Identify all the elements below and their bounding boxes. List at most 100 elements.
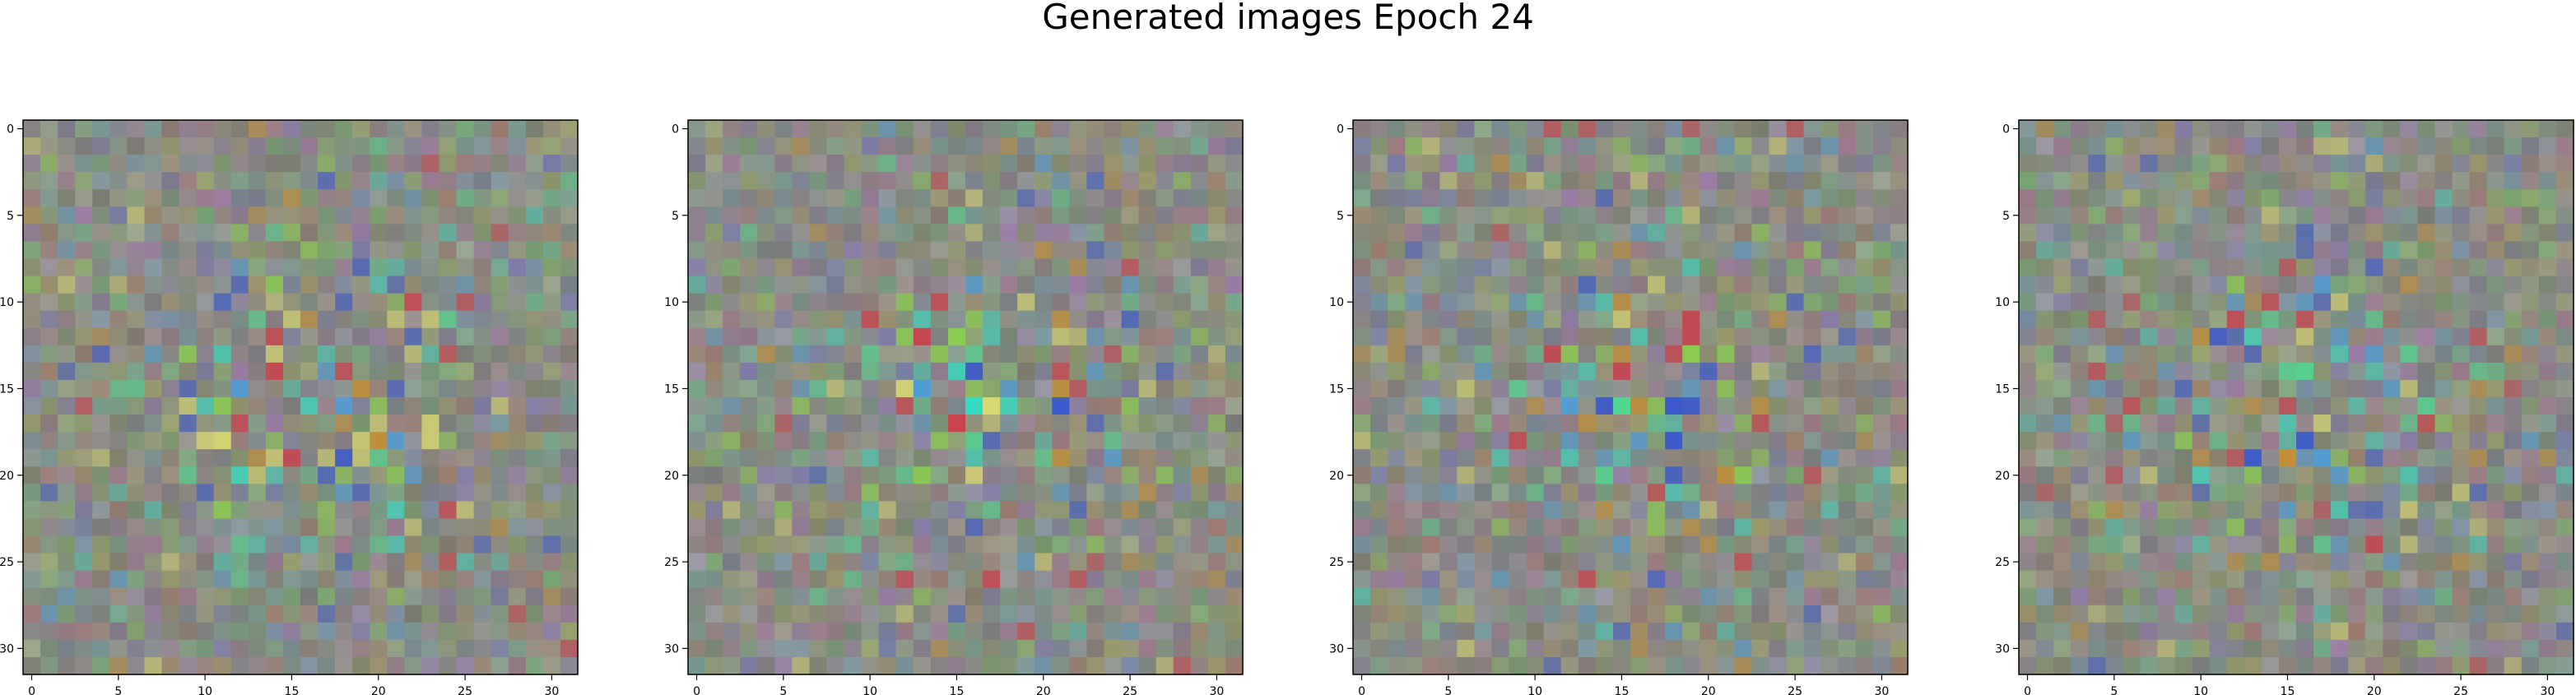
image-pixel <box>335 345 353 364</box>
image-pixel <box>560 172 579 190</box>
image-pixel <box>878 466 897 484</box>
image-pixel <box>2261 397 2280 415</box>
image-pixel <box>1121 137 1140 155</box>
image-pixel <box>1872 137 1891 155</box>
image-pixel <box>1353 553 1371 572</box>
image-pixel <box>1700 379 1718 398</box>
image-pixel <box>23 570 41 589</box>
image-pixel <box>1069 379 1088 398</box>
image-pixel <box>1717 206 1735 225</box>
image-pixel <box>861 397 880 415</box>
image-pixel <box>2296 570 2314 589</box>
image-pixel <box>456 535 475 554</box>
image-pixel <box>1890 189 1909 207</box>
image-pixel <box>439 553 458 572</box>
image-pixel <box>844 345 863 364</box>
image-pixel <box>1838 172 1857 190</box>
image-pixel <box>1017 189 1035 207</box>
image-pixel <box>1104 206 1123 225</box>
image-pixel <box>179 570 198 589</box>
image-pixel <box>1509 120 1527 138</box>
image-pixel <box>1190 327 1209 346</box>
image-pixel <box>196 397 215 415</box>
image-pixel <box>491 518 509 537</box>
image-pixel <box>1769 155 1788 173</box>
image-pixel <box>2071 137 2089 155</box>
image-pixel <box>2452 622 2471 641</box>
image-pixel <box>1700 137 1718 155</box>
image-pixel <box>1560 379 1579 398</box>
image-pixel <box>2365 449 2383 467</box>
image-pixel <box>1543 656 1562 675</box>
image-pixel <box>1457 501 1476 520</box>
image-pixel <box>1155 379 1174 398</box>
image-pixel <box>1612 415 1631 433</box>
image-pixel <box>2348 293 2366 312</box>
image-pixel <box>740 172 758 190</box>
image-pixel <box>248 656 267 675</box>
image-pixel <box>2331 397 2349 415</box>
image-pixel <box>2486 155 2505 173</box>
x-tick-label: 15 <box>1615 685 1630 695</box>
y-tick-label: 15 <box>1329 382 1344 396</box>
image-pixel <box>2261 587 2280 606</box>
image-pixel <box>196 622 215 641</box>
image-pixel <box>456 605 475 623</box>
image-pixel <box>439 397 458 415</box>
image-pixel <box>1155 484 1174 502</box>
image-pixel <box>1560 432 1579 450</box>
image-pixel <box>740 310 758 329</box>
image-pixel <box>774 397 793 415</box>
x-tick-label: 30 <box>544 685 559 695</box>
image-pixel <box>1405 622 1423 641</box>
image-pixel <box>265 518 284 537</box>
image-pixel <box>525 518 544 537</box>
image-pixel <box>282 570 301 589</box>
image-pixel <box>2469 587 2488 606</box>
image-pixel <box>1491 310 1510 329</box>
image-pixel <box>473 553 492 572</box>
image-pixel <box>2434 172 2453 190</box>
image-pixel <box>2174 622 2193 641</box>
image-pixel <box>705 172 723 190</box>
image-pixel <box>826 535 845 554</box>
image-pixel <box>1353 362 1371 381</box>
image-pixel <box>878 570 897 589</box>
image-pixel <box>878 362 897 381</box>
image-pixel <box>421 172 440 190</box>
image-pixel <box>983 172 1001 190</box>
image-pixel <box>1751 622 1770 641</box>
image-pixel <box>1388 639 1406 658</box>
image-pixel <box>2400 327 2419 346</box>
image-pixel <box>75 501 93 520</box>
image-pixel <box>878 379 897 398</box>
image-pixel <box>109 449 128 467</box>
image-pixel <box>2365 622 2383 641</box>
image-pixel <box>2157 379 2176 398</box>
image-pixel <box>248 449 267 467</box>
image-pixel <box>1207 605 1226 623</box>
image-pixel <box>300 397 319 415</box>
image-pixel <box>75 449 93 467</box>
image-pixel <box>2123 622 2141 641</box>
image-pixel <box>2400 172 2419 190</box>
image-pixel <box>1474 449 1493 467</box>
image-pixel <box>1509 137 1527 155</box>
image-pixel <box>1734 484 1753 502</box>
image-pixel <box>2278 518 2297 537</box>
image-pixel <box>2434 449 2453 467</box>
image-pixel <box>387 570 405 589</box>
image-pixel <box>1370 639 1388 658</box>
image-pixel <box>1457 656 1476 675</box>
image-pixel <box>2053 362 2071 381</box>
image-pixel <box>2434 379 2453 398</box>
image-pixel <box>2296 605 2314 623</box>
image-pixel <box>318 137 336 155</box>
image-pixel <box>2521 155 2540 173</box>
image-pixel <box>1734 327 1753 346</box>
image-pixel <box>1405 137 1423 155</box>
image-pixel <box>1665 605 1683 623</box>
image-pixel <box>2192 622 2211 641</box>
image-pixel <box>2105 362 2123 381</box>
